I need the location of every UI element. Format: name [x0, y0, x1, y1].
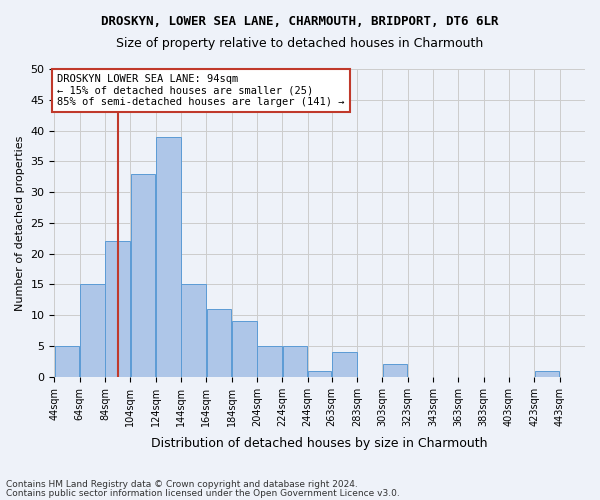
- Bar: [131, 174, 155, 377]
- X-axis label: Distribution of detached houses by size in Charmouth: Distribution of detached houses by size …: [151, 437, 488, 450]
- Text: Contains HM Land Registry data © Crown copyright and database right 2024.: Contains HM Land Registry data © Crown c…: [6, 480, 358, 489]
- Bar: [181, 284, 206, 377]
- Bar: [257, 346, 282, 377]
- Bar: [308, 370, 331, 377]
- Bar: [383, 364, 407, 377]
- Bar: [332, 352, 357, 377]
- Bar: [106, 242, 130, 377]
- Y-axis label: Number of detached properties: Number of detached properties: [15, 135, 25, 310]
- Bar: [535, 370, 559, 377]
- Text: Contains public sector information licensed under the Open Government Licence v3: Contains public sector information licen…: [6, 489, 400, 498]
- Text: DROSKYN, LOWER SEA LANE, CHARMOUTH, BRIDPORT, DT6 6LR: DROSKYN, LOWER SEA LANE, CHARMOUTH, BRID…: [101, 15, 499, 28]
- Bar: [206, 309, 232, 377]
- Bar: [80, 284, 105, 377]
- Text: DROSKYN LOWER SEA LANE: 94sqm
← 15% of detached houses are smaller (25)
85% of s: DROSKYN LOWER SEA LANE: 94sqm ← 15% of d…: [57, 74, 344, 107]
- Bar: [55, 346, 79, 377]
- Bar: [283, 346, 307, 377]
- Bar: [156, 136, 181, 377]
- Text: Size of property relative to detached houses in Charmouth: Size of property relative to detached ho…: [116, 38, 484, 51]
- Bar: [232, 322, 257, 377]
